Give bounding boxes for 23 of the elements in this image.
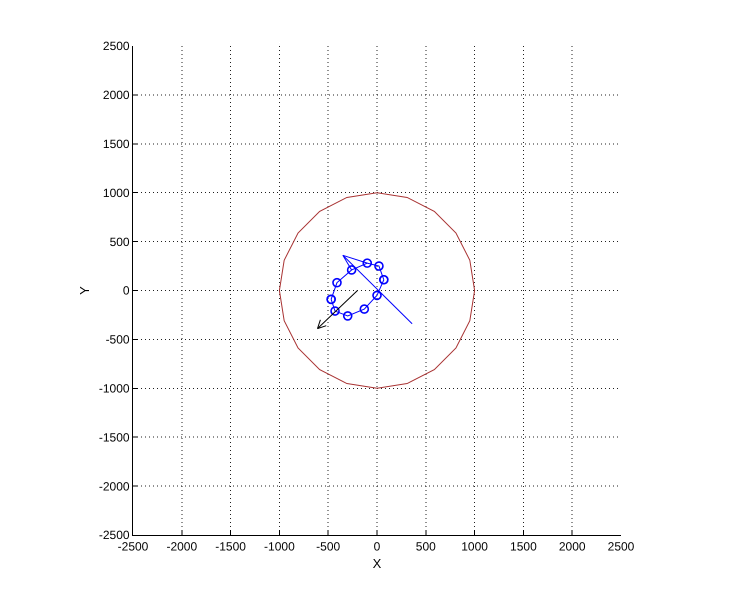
x-tick-label: 500 (416, 539, 436, 554)
y-tick-label: -1000 (98, 382, 130, 396)
x-axis-title: X (372, 556, 382, 571)
y-tick-label: 2500 (102, 39, 130, 54)
x-tick-label: 2000 (558, 539, 586, 554)
x-tick-label: -500 (316, 539, 341, 554)
x-tick-label: 2500 (608, 539, 635, 554)
y-tick-label: 1000 (102, 186, 130, 200)
y-tick-label: 0 (122, 284, 130, 298)
x-tick-label: 1500 (510, 539, 538, 554)
y-tick-label: -2500 (98, 528, 130, 542)
y-tick-label: -500 (106, 332, 130, 347)
x-tick-label: 1000 (461, 539, 488, 554)
y-axis-title: Y (76, 286, 92, 295)
y-tick-label: 500 (110, 234, 130, 249)
y-tick-label: -2000 (98, 479, 130, 494)
x-tick-label: -1500 (215, 539, 246, 554)
x-tick-label: 0 (374, 539, 381, 554)
x-tick-label: -2000 (166, 539, 198, 554)
x-tick-label: -1000 (264, 539, 296, 554)
y-tick-label: -1500 (98, 430, 130, 444)
y-tick-label: 1500 (102, 137, 130, 151)
y-tick-label: 2000 (102, 88, 130, 102)
